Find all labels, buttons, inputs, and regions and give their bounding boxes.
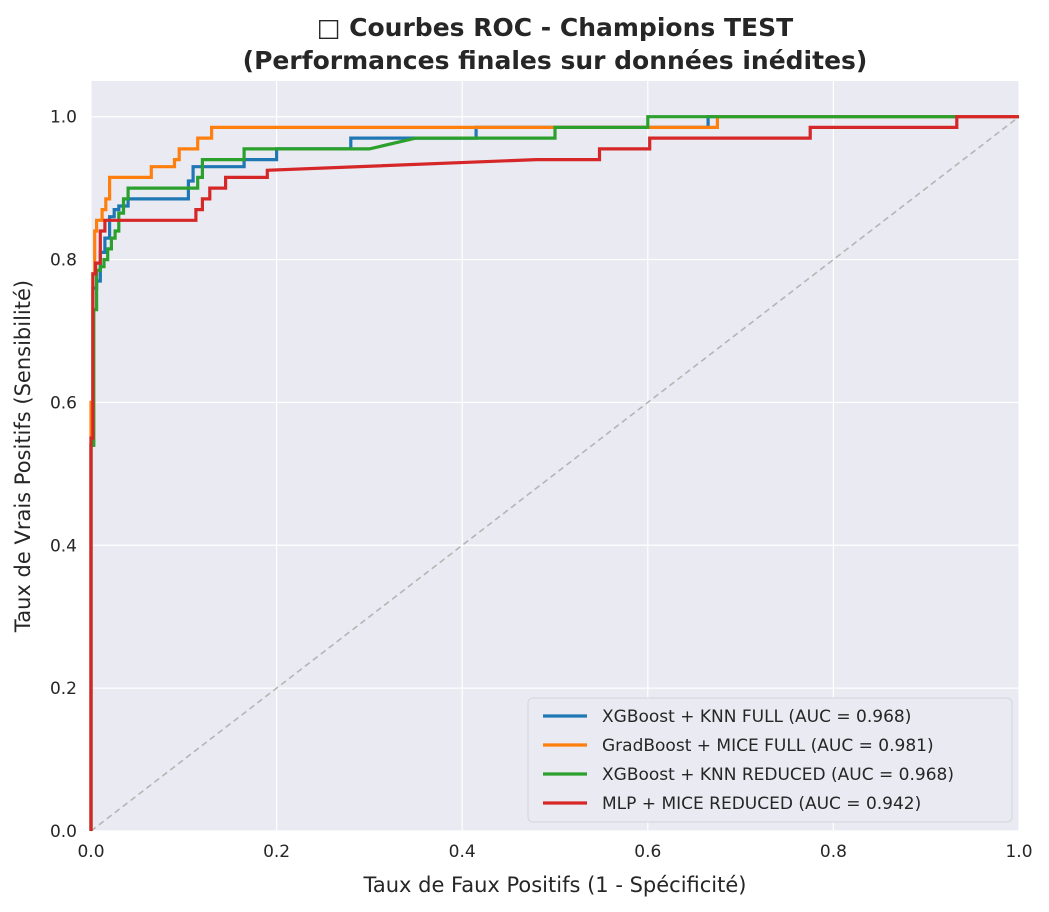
y-axis-label: Taux de Vrais Positifs (Sensibilité) (11, 280, 35, 633)
y-tick-label: 0.2 (50, 679, 77, 699)
y-tick-label: 1.0 (50, 108, 77, 128)
diagonal-layer (90, 116, 1020, 832)
roc-curve-3 (89, 115, 959, 831)
chart-title: □ Courbes ROC - Champions TEST (317, 13, 793, 42)
legend: XGBoost + KNN FULL (AUC = 0.968) GradBoos… (527, 697, 1013, 823)
legend-label: GradBoost + MICE FULL (AUC = 0.981) (602, 736, 934, 756)
x-tick-label: 0.2 (263, 842, 290, 862)
roc-curve-2 (89, 115, 1019, 831)
roc-curve-4 (89, 115, 1019, 831)
grid (90, 81, 1020, 832)
tick-labels: 0.0 0.2 0.4 0.6 0.8 1.0 0.0 0.2 0.4 0.6 0.8 1.0 (50, 108, 1033, 862)
legend-box (527, 697, 1013, 823)
random-baseline-line (90, 116, 1020, 832)
x-tick-label: 1.0 (1005, 842, 1032, 862)
y-tick-label: 0.0 (50, 822, 77, 842)
x-tick-label: 0.6 (634, 842, 661, 862)
x-axis-label: Taux de Faux Positifs (1 - Spécificité) (362, 873, 746, 897)
y-tick-label: 0.6 (50, 393, 77, 413)
x-tick-label: 0.8 (820, 842, 847, 862)
legend-label: XGBoost + KNN FULL (AUC = 0.968) (602, 707, 911, 727)
x-tick-label: 0.0 (77, 842, 104, 862)
legend-label: MLP + MICE REDUCED (AUC = 0.942) (602, 794, 921, 814)
x-tick-label: 0.4 (449, 842, 476, 862)
y-tick-label: 0.8 (50, 251, 77, 271)
y-tick-label: 0.4 (50, 536, 77, 556)
chart-subtitle: (Performances finales sur données inédit… (243, 46, 868, 75)
legend-label: XGBoost + KNN REDUCED (AUC = 0.968) (602, 765, 954, 785)
series-layer (89, 115, 1019, 831)
